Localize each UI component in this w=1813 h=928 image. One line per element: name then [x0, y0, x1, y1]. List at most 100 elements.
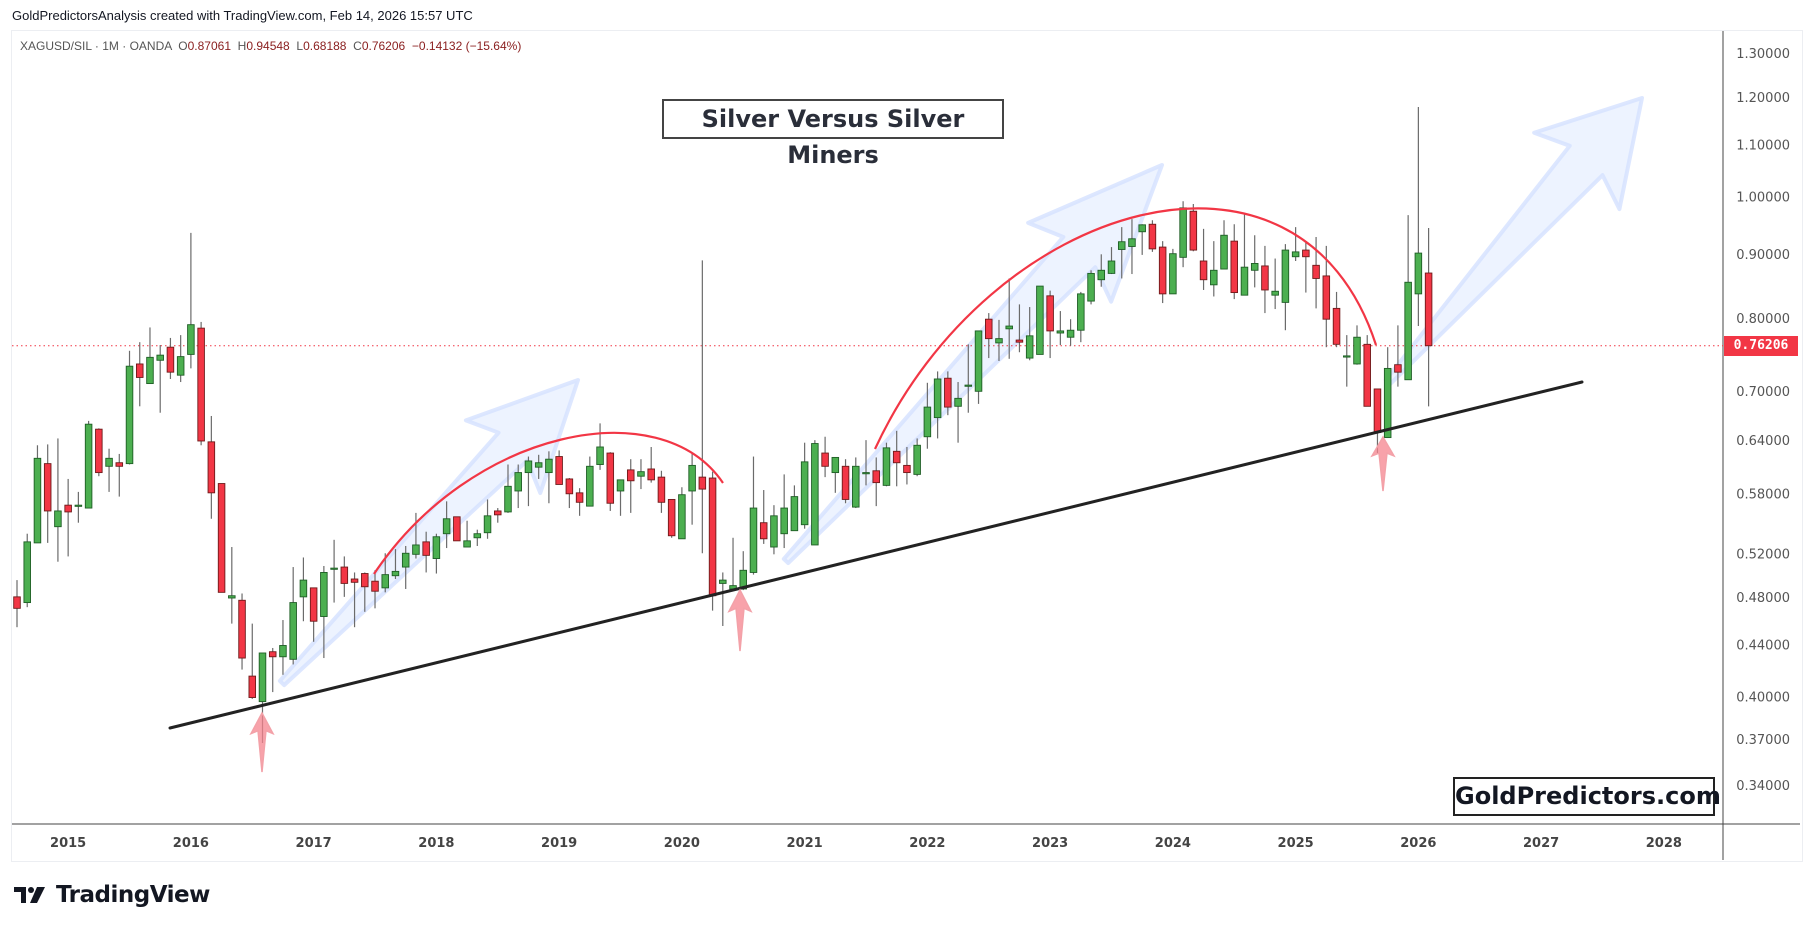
candle-body — [1056, 330, 1065, 334]
candle-body — [176, 356, 185, 376]
candle — [954, 382, 962, 443]
candle-body — [473, 533, 482, 539]
candle-body — [800, 461, 809, 526]
watermark-box[interactable]: GoldPredictors.com — [1453, 777, 1721, 816]
x-tick-label: 2017 — [296, 836, 332, 851]
candle — [1066, 319, 1075, 346]
candle-body — [954, 397, 962, 407]
candle — [647, 446, 655, 483]
tradingview-logo-icon — [14, 887, 45, 903]
candle-body — [1087, 272, 1095, 302]
candle — [1353, 325, 1361, 365]
candle-body — [719, 579, 727, 584]
candle-body — [64, 504, 72, 513]
rounding-top-arc — [874, 207, 1378, 450]
candle-body — [831, 456, 840, 474]
candle — [1281, 244, 1290, 331]
candle — [862, 440, 870, 486]
candle — [1424, 227, 1433, 407]
candle-body — [637, 471, 645, 477]
candle — [453, 516, 461, 542]
candle — [841, 459, 850, 504]
y-tick-label: 0.40000 — [1736, 691, 1790, 706]
y-tick-label: 0.48000 — [1736, 591, 1790, 606]
candle — [391, 549, 400, 580]
candle-body — [1128, 238, 1136, 247]
candle-body — [995, 338, 1003, 344]
candle — [524, 456, 533, 507]
candle — [146, 327, 154, 385]
candle — [974, 330, 983, 404]
tradingview-footer[interactable]: TradingView — [14, 882, 210, 908]
candle — [135, 342, 144, 407]
x-tick-label: 2024 — [1155, 836, 1191, 851]
candle — [708, 471, 717, 611]
support-trendline — [168, 380, 1584, 730]
candle-body — [105, 457, 113, 467]
candle — [1302, 242, 1310, 293]
candle — [279, 620, 287, 675]
annotation-title[interactable]: Silver Versus Silver Miners — [662, 99, 1004, 169]
candle-body — [350, 578, 359, 583]
candle-body — [197, 327, 205, 442]
candle — [361, 572, 369, 612]
candle-body — [872, 470, 880, 484]
candle-body — [1077, 293, 1085, 331]
candle-body — [13, 596, 21, 609]
candle-body — [361, 573, 369, 588]
candle — [320, 565, 328, 659]
candle — [156, 345, 164, 413]
candle — [923, 382, 932, 449]
candle — [1189, 203, 1198, 252]
candle-body — [923, 406, 932, 438]
candle — [637, 459, 645, 490]
candle-body — [964, 384, 973, 387]
candle-body — [453, 516, 461, 542]
candle — [575, 488, 584, 516]
candle-body — [841, 465, 850, 500]
legend-symbol[interactable]: XAGUSD/SIL · 1M · OANDA — [20, 39, 172, 53]
legend-high: 0.94548 — [246, 39, 290, 53]
candle — [350, 572, 359, 628]
candle — [616, 479, 625, 516]
candle — [1383, 347, 1392, 439]
candle — [1332, 291, 1341, 348]
candle-body — [483, 515, 492, 534]
candle-body — [1199, 260, 1208, 281]
y-tick-label: 0.34000 — [1736, 779, 1790, 794]
candle-body — [1383, 367, 1392, 439]
y-tick-label: 1.10000 — [1736, 138, 1790, 153]
candle-body — [534, 462, 543, 468]
candle — [371, 570, 379, 609]
candle — [1117, 227, 1126, 279]
candle-body — [647, 468, 655, 481]
candle-body — [708, 477, 717, 597]
candle-body — [903, 464, 911, 474]
candle — [790, 485, 799, 532]
candle-body — [74, 504, 83, 507]
candle — [1138, 224, 1146, 255]
candle-body — [432, 536, 441, 559]
candle — [667, 498, 676, 538]
candle-body — [678, 494, 686, 540]
candle — [95, 428, 103, 477]
y-tick-label: 0.37000 — [1736, 733, 1790, 748]
candle-body — [616, 479, 625, 492]
legend-open: 0.87061 — [187, 39, 231, 53]
candle — [882, 442, 891, 487]
x-tick-label: 2026 — [1400, 836, 1436, 851]
candle — [176, 335, 185, 383]
candle-body — [688, 464, 696, 492]
candle-body — [1373, 388, 1382, 433]
candle — [985, 313, 993, 359]
legend-low: 0.68188 — [303, 39, 347, 53]
candle-body — [575, 492, 584, 503]
candle-body — [555, 456, 563, 485]
candle-body — [1158, 246, 1167, 295]
candle-body — [320, 572, 328, 617]
candle — [125, 350, 134, 465]
tradingview-logo-text: TradingView — [56, 882, 210, 908]
y-tick-label: 0.64000 — [1736, 434, 1790, 449]
candle — [1271, 258, 1279, 310]
